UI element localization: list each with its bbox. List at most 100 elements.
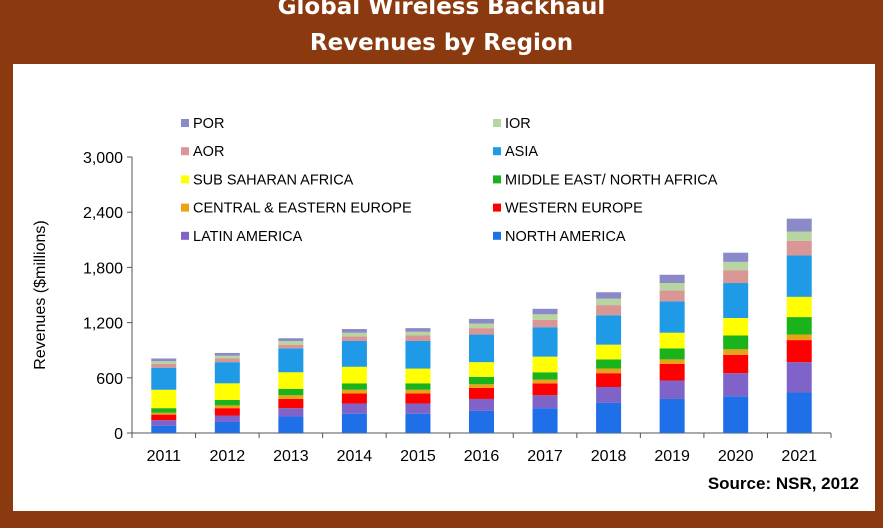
bar-aor-2012 (214, 358, 240, 363)
y-tick-label: 3,000 (83, 150, 123, 167)
bar-asia-2013 (278, 348, 304, 373)
x-tick-label: 2014 (337, 448, 373, 465)
bar-latin-america-2019 (659, 380, 685, 399)
plot-panel: 0 600 1,200 1,800 2,400 3,000 Revenues ($milli… (13, 64, 875, 511)
bar-sub-saharan-africa-2020 (723, 318, 749, 336)
bar-asia-2021 (786, 255, 812, 297)
bar-middle-east-north-africa-2016 (469, 376, 494, 385)
bar-middle-east-north-africa-2015 (405, 383, 431, 390)
legend-swatch-aor (181, 147, 189, 156)
legend-swatch-middle-east-north-africa (493, 175, 501, 184)
bar-western-europe-2013 (278, 398, 304, 409)
bar-latin-america-2015 (405, 403, 431, 414)
bar-aor-2017 (532, 319, 558, 328)
stacked-bar-chart: 0 600 1,200 1,800 2,400 3,000 Revenues ($milli… (32, 116, 859, 493)
bar-central-eastern-europe-2011 (151, 412, 177, 415)
y-axis-title: Revenues ($millions) (32, 220, 49, 369)
x-tick-label: 2013 (273, 448, 309, 465)
bar-western-europe-2012 (214, 408, 240, 416)
bar-central-eastern-europe-2017 (532, 379, 558, 384)
bar-sub-saharan-africa-2011 (151, 389, 177, 409)
bar-middle-east-north-africa-2013 (278, 388, 304, 396)
legend-swatch-asia (493, 147, 501, 156)
x-tick-label: 2020 (718, 448, 754, 465)
chart-title-line-1: Global Wireless Backhaul (277, 0, 606, 20)
bar-asia-2016 (469, 334, 494, 363)
bar-sub-saharan-africa-2014 (341, 366, 367, 384)
bar-central-eastern-europe-2021 (786, 334, 812, 341)
bar-por-2011 (151, 358, 177, 362)
bar-sub-saharan-africa-2018 (596, 344, 622, 360)
legend-label-middle-east-north-africa: MIDDLE EAST/ NORTH AFRICA (505, 172, 718, 188)
bar-western-europe-2015 (405, 393, 431, 404)
legend-swatch-latin-america (181, 231, 189, 240)
bar-asia-2012 (214, 362, 240, 384)
bar-western-europe-2017 (532, 383, 558, 396)
x-tick-label: 2016 (464, 448, 500, 465)
bar-asia-2017 (532, 327, 558, 357)
chart-title-line-2: Revenues by Region (309, 30, 574, 56)
bar-north-america-2020 (723, 396, 749, 433)
bar-sub-saharan-africa-2017 (532, 356, 558, 373)
legend-label-latin-america: LATIN AMERICA (193, 229, 303, 245)
bar-por-2021 (786, 218, 812, 232)
y-tick-label: 600 (96, 371, 123, 388)
bar-por-2013 (278, 338, 304, 341)
bar-north-america-2013 (278, 416, 304, 433)
bar-north-america-2021 (786, 392, 812, 433)
bar-latin-america-2011 (151, 420, 177, 426)
bar-latin-america-2021 (786, 362, 812, 393)
bar-aor-2014 (341, 336, 367, 341)
legend-label-por: POR (193, 116, 224, 132)
bar-central-eastern-europe-2020 (723, 349, 749, 355)
legend-label-sub-saharan-africa: SUB SAHARAN AFRICA (193, 172, 354, 188)
y-tick-label: 2,400 (83, 205, 123, 222)
bar-ior-2017 (532, 314, 558, 320)
bar-ior-2021 (786, 231, 812, 241)
bar-western-europe-2018 (596, 373, 622, 387)
bar-middle-east-north-africa-2014 (341, 383, 367, 390)
bar-ior-2014 (341, 332, 367, 337)
bar-middle-east-north-africa-2011 (151, 408, 177, 413)
bar-ior-2015 (405, 331, 431, 336)
bar-north-america-2014 (341, 413, 367, 433)
bar-aor-2011 (151, 364, 177, 368)
bar-asia-2011 (151, 367, 177, 390)
bar-aor-2019 (659, 290, 685, 302)
bar-latin-america-2013 (278, 408, 304, 417)
bar-middle-east-north-africa-2017 (532, 372, 558, 380)
bar-middle-east-north-africa-2020 (723, 335, 749, 350)
legend-swatch-north-america (493, 231, 501, 240)
bar-sub-saharan-africa-2012 (214, 383, 240, 400)
bar-asia-2018 (596, 315, 622, 345)
bar-north-america-2015 (405, 413, 431, 433)
bar-por-2015 (405, 328, 431, 332)
bar-ior-2019 (659, 283, 685, 291)
bar-asia-2020 (723, 283, 749, 318)
bar-middle-east-north-africa-2021 (786, 317, 812, 335)
bar-western-europe-2014 (341, 393, 367, 404)
bar-central-eastern-europe-2014 (341, 389, 367, 394)
bar-aor-2018 (596, 305, 622, 316)
bar-western-europe-2019 (659, 364, 685, 381)
source-note: Source: NSR, 2012 (708, 474, 859, 493)
legend-label-central-eastern-europe: CENTRAL & EASTERN EUROPE (193, 201, 412, 217)
x-tick-label: 2021 (781, 448, 817, 465)
bar-central-eastern-europe-2019 (659, 359, 685, 364)
bar-sub-saharan-africa-2021 (786, 296, 812, 318)
legend-label-western-europe: WESTERN EUROPE (505, 201, 643, 217)
bar-north-america-2019 (659, 398, 685, 433)
bar-ior-2012 (214, 355, 240, 359)
bar-central-eastern-europe-2016 (469, 384, 494, 388)
bar-ior-2016 (469, 323, 494, 329)
bar-por-2012 (214, 352, 240, 356)
bar-north-america-2011 (151, 425, 177, 433)
x-tick-label: 2019 (654, 448, 690, 465)
x-tick-label: 2011 (147, 448, 182, 465)
bar-middle-east-north-africa-2012 (214, 399, 240, 406)
x-tick-label: 2015 (400, 448, 436, 465)
bar-ior-2020 (723, 261, 749, 271)
bar-central-eastern-europe-2018 (596, 368, 622, 374)
legend-swatch-sub-saharan-africa (181, 175, 189, 184)
